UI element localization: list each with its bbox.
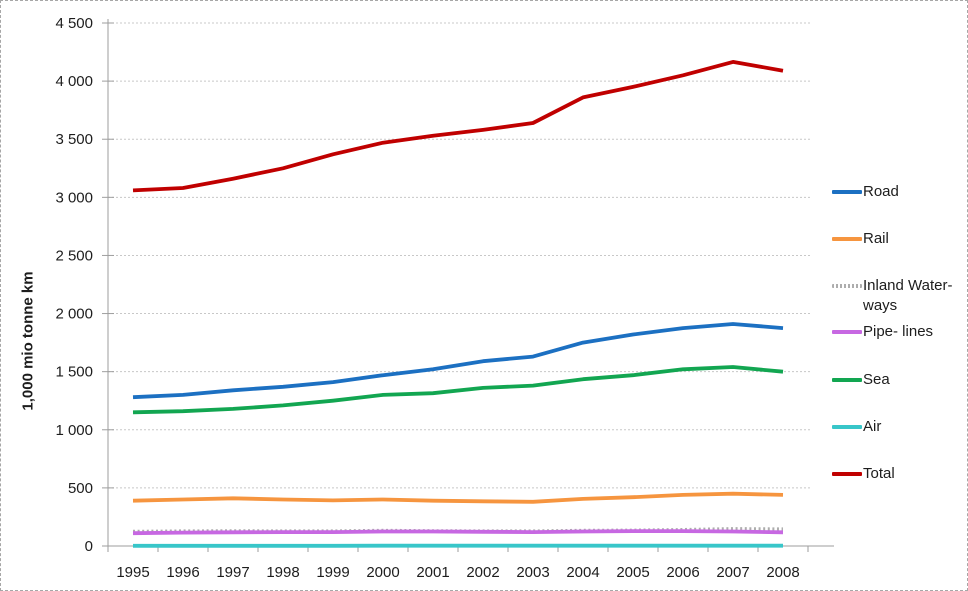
- y-tick-label: 3 000: [55, 189, 93, 206]
- legend-item-road: Road: [832, 182, 966, 202]
- total-legend-swatch: [832, 472, 862, 476]
- x-tick-label: 2007: [716, 564, 749, 581]
- x-tick-label: 1998: [266, 564, 299, 581]
- legend-item-rail: Rail: [832, 229, 966, 249]
- legend-item-inland-waterways: Inland Water- ways: [832, 276, 966, 316]
- x-tick-label: 2005: [616, 564, 649, 581]
- pipelines-legend-swatch: [832, 330, 862, 334]
- x-tick-label: 2006: [666, 564, 699, 581]
- y-tick-label: 4 000: [55, 73, 93, 90]
- y-tick-label: 4 500: [55, 15, 93, 32]
- series-line-total: [132, 60, 784, 193]
- series-line-road: [132, 322, 784, 400]
- y-axis-title: 1,000 mio tonne km: [19, 271, 37, 411]
- legend-item-pipelines: Pipe- lines: [832, 322, 966, 342]
- air-legend-swatch: [832, 425, 862, 429]
- series-line-sea: [132, 365, 784, 415]
- rail-legend-swatch: [832, 237, 862, 241]
- sea-legend-swatch: [832, 378, 862, 382]
- legend-item-sea: Sea: [832, 370, 966, 390]
- legend-label-rail: Rail: [863, 230, 889, 247]
- y-tick-label: 0: [85, 538, 93, 555]
- y-tick-label: 1 000: [55, 422, 93, 439]
- x-tick-label: 2001: [416, 564, 449, 581]
- inland-waterways-legend-swatch: [832, 284, 862, 288]
- x-tick-label: 1999: [316, 564, 349, 581]
- legend-item-total: Total: [832, 464, 966, 484]
- y-tick-label: 500: [68, 480, 93, 497]
- series-line-pipe-lines: [132, 529, 784, 536]
- legend-label-sea: Sea: [863, 371, 890, 388]
- series-line-rail: [132, 491, 784, 504]
- legend-label-air: Air: [863, 418, 882, 435]
- y-tick-label: 1 500: [55, 364, 93, 381]
- y-tick-label: 2 500: [55, 247, 93, 264]
- legend-label-total: Total: [863, 465, 895, 482]
- legend-label-road: Road: [863, 183, 899, 200]
- legend-label-pipelines: Pipe- lines: [863, 323, 934, 340]
- y-tick-label: 2 000: [55, 306, 93, 323]
- x-tick-label: 1997: [216, 564, 249, 581]
- x-tick-label: 2004: [566, 564, 599, 581]
- x-tick-label: 1996: [166, 564, 199, 581]
- x-tick-label: 2000: [366, 564, 399, 581]
- x-tick-label: 2003: [516, 564, 549, 581]
- x-tick-label: 1995: [116, 564, 149, 581]
- legend-item-air: Air: [832, 417, 966, 437]
- legend-label-inland-waterways: Inland Water- ways: [863, 277, 953, 314]
- x-tick-label: 2008: [766, 564, 799, 581]
- road-legend-swatch: [832, 190, 862, 194]
- y-tick-label: 3 500: [55, 131, 93, 148]
- x-tick-label: 2002: [466, 564, 499, 581]
